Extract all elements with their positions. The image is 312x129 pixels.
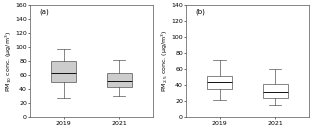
PathPatch shape: [263, 84, 288, 98]
Y-axis label: PM$_{10}$ conc. (μg/m$^3$): PM$_{10}$ conc. (μg/m$^3$): [3, 31, 14, 92]
Text: (b): (b): [195, 9, 205, 15]
PathPatch shape: [107, 73, 132, 87]
Y-axis label: PM$_{2.5}$ conc. (μg/m$^3$): PM$_{2.5}$ conc. (μg/m$^3$): [159, 30, 170, 92]
PathPatch shape: [207, 76, 232, 89]
Text: (a): (a): [39, 9, 49, 15]
PathPatch shape: [51, 61, 76, 82]
